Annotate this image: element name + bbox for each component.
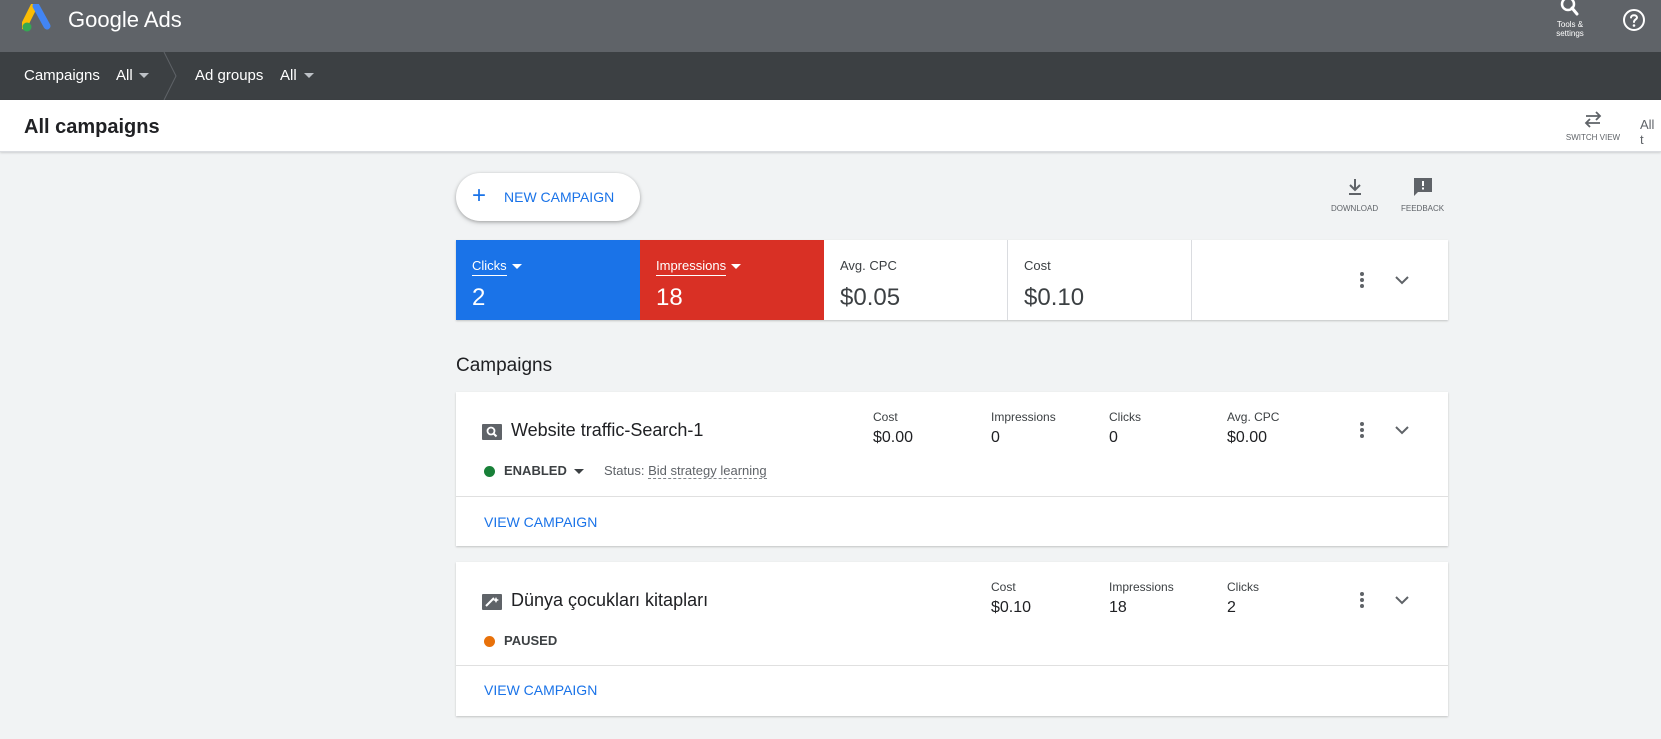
- status-note-value[interactable]: Bid strategy learning: [648, 463, 767, 479]
- nav-adgroups-filter[interactable]: All: [280, 67, 297, 84]
- campaign-stat-impressions: Impressions 0: [991, 410, 1056, 447]
- campaign-stat-clicks: Clicks 2: [1227, 580, 1259, 617]
- campaign-card: Dünya çocukları kitapları PAUSED Cost $0…: [456, 562, 1448, 716]
- more-vert-icon[interactable]: [1352, 420, 1372, 440]
- swap-icon: [1584, 111, 1602, 128]
- card-divider: [456, 665, 1448, 666]
- stat-label: Impressions: [1109, 580, 1174, 594]
- nav-campaigns-filter[interactable]: All: [116, 67, 133, 84]
- switch-view-label: SWITCH VIEW: [1565, 133, 1621, 142]
- stat-value: $0.10: [991, 599, 1032, 616]
- metric-impressions-label-wrap[interactable]: Impressions: [656, 258, 742, 276]
- stat-value: $0.00: [873, 429, 914, 446]
- campaign-status[interactable]: PAUSED: [504, 633, 558, 648]
- status-enabled-dot-icon: [484, 466, 495, 477]
- metrics-summary-card: Clicks 2 Impressions 18 Avg. CPC $0.05 C…: [456, 240, 1448, 320]
- new-campaign-button[interactable]: + NEW CAMPAIGN: [456, 173, 640, 221]
- stat-value: 2: [1227, 599, 1236, 616]
- view-campaign-link[interactable]: VIEW CAMPAIGN: [484, 514, 598, 530]
- campaign-name[interactable]: Dünya çocukları kitapları: [511, 590, 709, 610]
- wrench-icon: [1560, 0, 1579, 16]
- stat-value: $0.00: [1227, 429, 1268, 446]
- search-campaign-icon: [482, 424, 502, 440]
- tools-label-line1: Tools &: [1556, 20, 1584, 29]
- status-paused-dot-icon: [484, 636, 495, 647]
- stat-label: Cost: [873, 410, 898, 424]
- campaign-stat-cost: Cost $0.00: [873, 410, 913, 447]
- page-header: All campaigns SWITCH VIEW All t: [0, 100, 1661, 152]
- metric-cost-label: Cost: [1024, 258, 1051, 273]
- feedback-icon: [1413, 178, 1432, 196]
- stat-label: Impressions: [991, 410, 1056, 424]
- stat-value: 0: [991, 429, 1000, 446]
- status-note-prefix: Status:: [604, 463, 645, 478]
- nav-adgroups-label[interactable]: Ad groups: [195, 67, 264, 84]
- campaign-stat-avg-cpc: Avg. CPC $0.00: [1227, 410, 1279, 447]
- google-ads-logo[interactable]: [22, 4, 56, 34]
- chevron-down-icon[interactable]: [1392, 590, 1412, 610]
- stat-value: 0: [1109, 429, 1118, 446]
- metric-avg-cpc-tile[interactable]: Avg. CPC $0.05: [824, 240, 1008, 320]
- card-divider: [456, 496, 1448, 497]
- stat-label: Avg. CPC: [1227, 410, 1280, 424]
- new-campaign-label: NEW CAMPAIGN: [504, 189, 615, 205]
- adgroups-filter-caret-icon[interactable]: [304, 73, 314, 78]
- impressions-caret-icon: [731, 264, 742, 270]
- metric-clicks-tile[interactable]: Clicks 2: [456, 240, 640, 320]
- stat-value: 18: [1109, 599, 1127, 616]
- breadcrumb-bar: Campaigns All Ad groups All: [0, 52, 1661, 100]
- campaign-card: Website traffic-Search-1 ENABLED Status:…: [456, 392, 1448, 546]
- app-title: Google Ads: [68, 7, 182, 32]
- more-vert-icon[interactable]: [1352, 270, 1372, 290]
- metric-clicks-label: Clicks: [472, 258, 507, 276]
- metric-clicks-value: 2: [472, 284, 486, 311]
- campaign-name[interactable]: Website traffic-Search-1: [511, 420, 704, 440]
- date-range-truncated[interactable]: All t: [1640, 117, 1655, 147]
- more-vert-icon[interactable]: [1352, 590, 1372, 610]
- metric-avg-cpc-value: $0.05: [840, 284, 901, 311]
- tools-settings-button[interactable]: Tools & settings: [1548, 0, 1592, 50]
- page-title: All campaigns: [24, 116, 160, 138]
- campaign-status-note: Status: Bid strategy learning: [604, 463, 767, 479]
- nav-campaigns-label[interactable]: Campaigns: [24, 67, 100, 84]
- download-button[interactable]: DOWNLOAD: [1331, 176, 1378, 213]
- stat-label: Clicks: [1227, 580, 1259, 594]
- chevron-down-icon[interactable]: [1392, 420, 1412, 440]
- metric-avg-cpc-label: Avg. CPC: [840, 258, 897, 273]
- download-label: DOWNLOAD: [1331, 204, 1379, 213]
- help-icon[interactable]: [1622, 8, 1646, 32]
- metric-impressions-label: Impressions: [656, 258, 727, 276]
- campaign-stat-cost: Cost $0.10: [991, 580, 1031, 617]
- campaign-status[interactable]: ENABLED: [504, 463, 567, 478]
- feedback-button[interactable]: FEEDBACK: [1401, 176, 1444, 213]
- breadcrumb-chevron-icon: [163, 52, 177, 100]
- clicks-caret-icon: [511, 264, 522, 270]
- metric-cost-tile[interactable]: Cost $0.10: [1008, 240, 1192, 320]
- view-campaign-link[interactable]: VIEW CAMPAIGN: [484, 682, 598, 698]
- switch-view-button[interactable]: SWITCH VIEW: [1560, 108, 1626, 142]
- tools-label-line2: settings: [1556, 29, 1584, 38]
- metric-clicks-label-wrap[interactable]: Clicks: [472, 258, 522, 276]
- campaigns-section-title: Campaigns: [456, 355, 553, 376]
- metric-cost-value: $0.10: [1024, 284, 1085, 311]
- top-app-bar: Google Ads Tools & settings: [0, 0, 1661, 52]
- campaign-stat-impressions: Impressions 18: [1109, 580, 1174, 617]
- smart-campaign-icon: [482, 594, 502, 610]
- metric-impressions-value: 18: [656, 284, 683, 311]
- stat-label: Cost: [991, 580, 1016, 594]
- chevron-down-icon[interactable]: [1392, 270, 1412, 290]
- campaign-stat-clicks: Clicks 0: [1109, 410, 1141, 447]
- campaigns-filter-caret-icon[interactable]: [139, 73, 149, 78]
- download-icon: [1348, 179, 1361, 195]
- metric-impressions-tile[interactable]: Impressions 18: [640, 240, 824, 320]
- stat-label: Clicks: [1109, 410, 1141, 424]
- feedback-label: FEEDBACK: [1401, 204, 1445, 213]
- status-caret-icon[interactable]: [574, 469, 584, 474]
- plus-icon: +: [472, 182, 487, 209]
